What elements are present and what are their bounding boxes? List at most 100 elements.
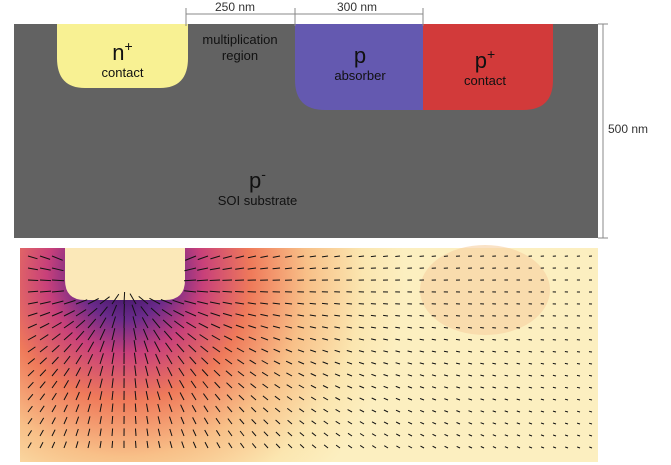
field-arrow (541, 363, 544, 364)
field-arrow (223, 291, 233, 292)
field-arrow (371, 315, 376, 316)
field-arrow (468, 328, 472, 329)
field-arrow (285, 268, 292, 269)
field-arrow (124, 292, 125, 304)
field-arrow (197, 280, 208, 281)
field-arrow (28, 291, 38, 292)
field-arrow (517, 363, 520, 364)
field-arrow (395, 316, 400, 317)
field-arrow (480, 351, 484, 352)
field-arrow (565, 375, 568, 376)
field-arrow (371, 256, 376, 257)
field-arrow (541, 375, 544, 376)
field-arrow (347, 315, 353, 316)
superscript: + (125, 38, 133, 54)
field-arrow (444, 339, 448, 340)
label: contact (80, 65, 165, 81)
field-arrow (553, 363, 556, 364)
symbol: p (475, 48, 487, 73)
region-label: p+ contact (445, 42, 525, 89)
region-label: multiplication region (190, 32, 290, 64)
field-arrow (589, 399, 592, 400)
label: absorber (320, 68, 400, 84)
field-arrow (112, 441, 113, 448)
field-arrow (297, 268, 304, 269)
field-arrow (480, 339, 484, 340)
absorber-region (420, 245, 550, 335)
symbol: p (249, 168, 261, 193)
field-arrow (297, 303, 304, 304)
field-arrow (334, 304, 340, 305)
field-arrow (565, 363, 568, 364)
field-arrow (589, 387, 592, 388)
symbol: p (354, 43, 366, 68)
field-arrow (40, 280, 51, 281)
field-arrow (136, 441, 137, 448)
field-arrow (529, 351, 532, 352)
field-arrow (505, 351, 509, 352)
field-arrow (334, 268, 340, 269)
field-arrow (468, 339, 472, 340)
field-arrow (310, 303, 316, 304)
field-arrow (395, 327, 400, 328)
field-arrow (407, 316, 412, 317)
label: SOI substrate (200, 193, 315, 209)
region-label: p- SOI substrate (200, 162, 315, 209)
dimension-label: 500 nm (608, 122, 648, 136)
dimension-label: 300 nm (337, 0, 377, 14)
region-label: n+ contact (80, 34, 165, 81)
field-arrow (589, 364, 592, 365)
field-arrow (432, 339, 436, 340)
field-arrow (210, 280, 220, 281)
field-arrow (135, 404, 136, 413)
field-arrow (359, 315, 364, 316)
field-arrow (322, 268, 328, 269)
field-arrow (468, 351, 472, 352)
field-arrow (541, 352, 544, 353)
field-arrow (395, 256, 400, 257)
field-arrow (456, 328, 460, 329)
field-arrow (517, 340, 521, 341)
field-arrow (553, 387, 556, 388)
field-arrow (112, 429, 113, 437)
field-arrow (235, 292, 244, 293)
field-arrow (135, 416, 136, 424)
field-arrow (505, 340, 509, 341)
page: 250 nm 300 nm 500 nm n+ contact multipli… (0, 0, 671, 465)
region-label: p absorber (320, 44, 400, 84)
field-arrow (517, 351, 520, 352)
field-arrow (565, 387, 568, 388)
field-arrow (407, 256, 412, 257)
field-arrow (589, 375, 592, 376)
field-arrow (322, 303, 328, 304)
symbol: n (112, 40, 124, 65)
field-arrow (112, 416, 113, 424)
field-arrow (529, 363, 532, 364)
field-arrow (359, 256, 364, 257)
field-arrow (505, 363, 509, 364)
field-arrow (432, 327, 436, 328)
field-arrow (347, 304, 353, 305)
field-arrow (553, 375, 556, 376)
field-arrow (577, 399, 580, 400)
field-arrow (492, 340, 496, 341)
field-arrow (577, 387, 580, 388)
field-arrow (347, 256, 353, 257)
dimension-label: 250 nm (215, 0, 255, 14)
superscript: + (487, 46, 495, 62)
field-arrow (480, 328, 484, 329)
field-arrow (310, 268, 316, 269)
label: contact (445, 73, 525, 89)
field-arrow (444, 328, 448, 329)
field-arrow (577, 375, 580, 376)
field-arrow (420, 327, 424, 328)
field-arrow (420, 316, 424, 317)
field-arrow (577, 364, 580, 365)
field-arrow (565, 352, 568, 353)
label: multiplication region (190, 32, 290, 64)
field-arrow (136, 429, 137, 437)
field-arrow (553, 352, 556, 353)
field-arrow (28, 280, 38, 281)
field-arrow (529, 375, 532, 376)
field-arrow (456, 339, 460, 340)
